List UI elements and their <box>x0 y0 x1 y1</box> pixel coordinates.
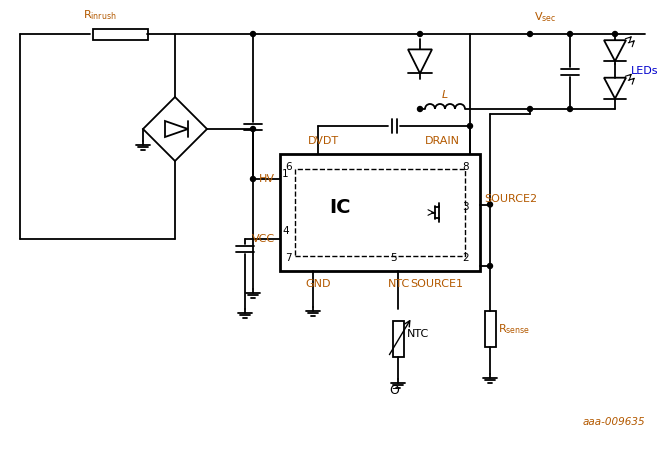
Bar <box>93 28 147 40</box>
Circle shape <box>613 31 617 36</box>
Circle shape <box>250 31 256 36</box>
Circle shape <box>468 123 472 128</box>
Text: V$_{\mathregular{sec}}$: V$_{\mathregular{sec}}$ <box>534 10 556 24</box>
Circle shape <box>250 127 256 132</box>
Text: 1: 1 <box>282 169 288 179</box>
Text: R$_{\mathregular{sense}}$: R$_{\mathregular{sense}}$ <box>498 322 530 336</box>
Text: 8: 8 <box>462 162 469 172</box>
Text: LEDs: LEDs <box>631 66 659 76</box>
Bar <box>280 154 480 271</box>
Text: L: L <box>442 90 448 100</box>
Circle shape <box>488 202 492 207</box>
Circle shape <box>418 31 422 36</box>
Text: HV: HV <box>259 174 275 184</box>
Text: $\Theta$: $\Theta$ <box>390 384 400 397</box>
Circle shape <box>527 31 533 36</box>
Circle shape <box>418 106 422 111</box>
Text: 7: 7 <box>285 253 292 263</box>
Bar <box>484 311 496 347</box>
Bar <box>392 321 404 357</box>
Text: 2: 2 <box>462 253 469 263</box>
Text: 6: 6 <box>285 162 292 172</box>
Text: aaa-009635: aaa-009635 <box>582 417 645 427</box>
Text: IC: IC <box>329 198 351 217</box>
Text: DVDT: DVDT <box>308 136 339 146</box>
Text: GND: GND <box>305 279 330 289</box>
Circle shape <box>567 31 573 36</box>
Circle shape <box>567 106 573 111</box>
Bar <box>295 169 465 256</box>
Text: 5: 5 <box>390 253 397 263</box>
Circle shape <box>527 106 533 111</box>
Text: NTC: NTC <box>407 329 430 339</box>
Text: VCC: VCC <box>252 234 275 244</box>
Text: NTC: NTC <box>388 279 410 289</box>
Circle shape <box>250 176 256 181</box>
Text: SOURCE1: SOURCE1 <box>410 279 463 289</box>
Text: 4: 4 <box>282 226 288 236</box>
Circle shape <box>488 264 492 269</box>
Text: DRAIN: DRAIN <box>425 136 460 146</box>
Text: R$_{\mathregular{inrush}}$: R$_{\mathregular{inrush}}$ <box>83 8 117 22</box>
Text: 3: 3 <box>462 202 469 212</box>
Text: SOURCE2: SOURCE2 <box>484 194 537 203</box>
